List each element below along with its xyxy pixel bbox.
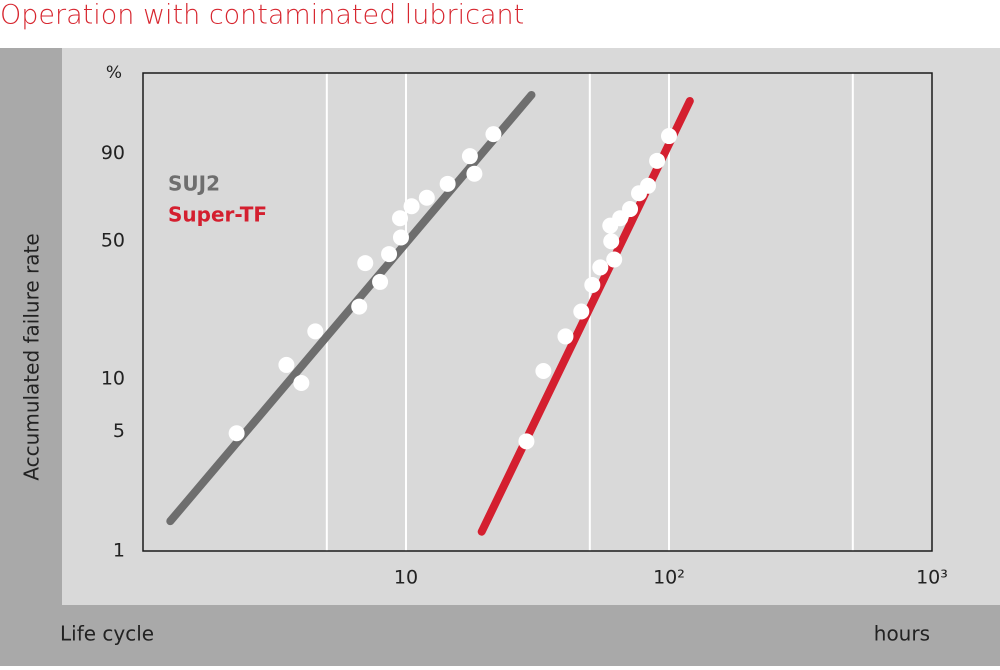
chart-title: Operation with contaminated lubricant xyxy=(0,0,524,31)
legend-label: SUJ2 xyxy=(168,172,220,196)
x-tick-label: 10³ xyxy=(916,567,948,589)
data-point xyxy=(606,251,623,268)
x-tick-label: 10² xyxy=(653,567,685,589)
fit-line xyxy=(166,90,536,526)
y-tick-label: 1 xyxy=(113,540,125,562)
data-point xyxy=(307,323,324,340)
data-point xyxy=(518,433,535,450)
data-point xyxy=(592,259,609,276)
data-point xyxy=(466,165,483,182)
y-tick-label: 10 xyxy=(101,368,125,390)
x-axis-label: Life cycle xyxy=(60,622,154,646)
data-point xyxy=(381,246,398,263)
x-tick-label: 10 xyxy=(394,567,418,589)
data-point xyxy=(573,303,590,320)
data-point xyxy=(649,152,666,169)
y-tick-label: 5 xyxy=(113,420,125,442)
data-point xyxy=(603,233,620,250)
data-point xyxy=(557,328,574,345)
data-point xyxy=(293,375,310,392)
legend-label: Super-TF xyxy=(168,203,267,227)
data-point xyxy=(357,255,374,272)
x-unit-label: hours xyxy=(874,622,930,646)
data-point xyxy=(639,177,656,194)
data-point xyxy=(584,276,601,293)
y-axis-label: Accumulated failure rate xyxy=(20,233,44,480)
data-point xyxy=(439,175,456,192)
data-point xyxy=(485,126,502,143)
data-point xyxy=(418,189,435,206)
y-unit-label: % xyxy=(106,63,122,83)
plot-panel xyxy=(62,48,1000,605)
data-point xyxy=(403,198,420,215)
data-point xyxy=(228,425,245,442)
data-point xyxy=(392,229,409,246)
data-point xyxy=(351,298,368,315)
data-point xyxy=(535,362,552,379)
data-point xyxy=(661,128,677,145)
data-point xyxy=(372,273,389,290)
data-point xyxy=(278,356,295,373)
y-tick-label: 90 xyxy=(101,142,125,164)
y-tick-label: 50 xyxy=(101,230,125,252)
data-point xyxy=(392,210,409,227)
plot-frame xyxy=(142,72,933,552)
data-point xyxy=(461,148,478,165)
data-point xyxy=(622,201,639,218)
